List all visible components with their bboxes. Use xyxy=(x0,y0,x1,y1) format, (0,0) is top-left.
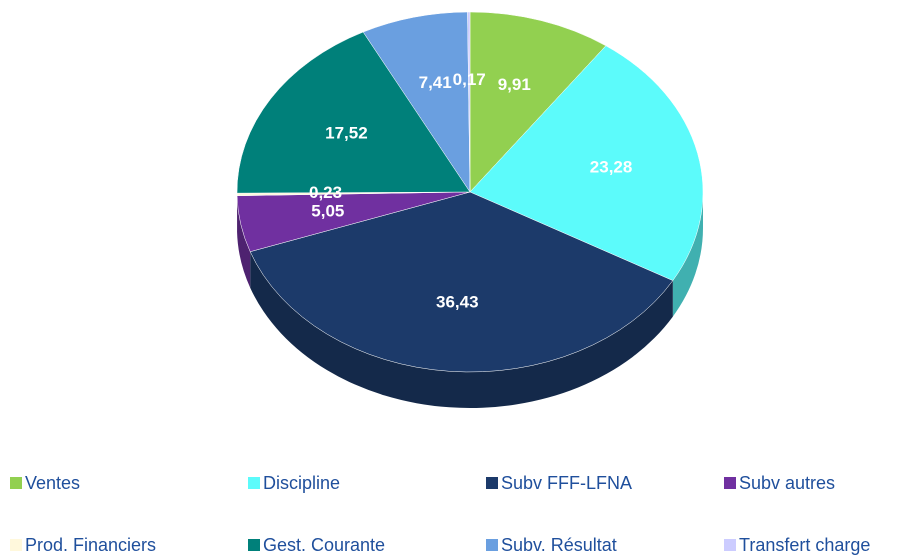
data-label: 0,23 xyxy=(309,183,342,202)
data-label: 36,43 xyxy=(436,293,479,312)
pie-slice xyxy=(362,11,471,193)
data-label: 7,41 xyxy=(419,73,452,92)
data-label: 0,17 xyxy=(453,70,486,89)
legend-swatch xyxy=(486,539,498,551)
pie-side xyxy=(250,251,673,408)
legend-label: Gest. Courante xyxy=(263,535,385,555)
pie-side xyxy=(672,192,703,317)
legend-label: Subv autres xyxy=(739,473,835,493)
legend-swatch xyxy=(724,477,736,489)
data-label: 17,52 xyxy=(325,124,368,143)
pie-slice xyxy=(469,45,704,281)
legend-swatch xyxy=(486,477,498,489)
pie-slice xyxy=(469,11,607,193)
legend-swatch xyxy=(10,477,22,489)
legend-swatch xyxy=(248,477,260,489)
legend-label: Ventes xyxy=(25,473,80,493)
legend-label: Subv. Résultat xyxy=(501,535,617,555)
legend-label: Subv FFF-LFNA xyxy=(501,473,632,493)
legend-swatch xyxy=(248,539,260,551)
pie-side xyxy=(237,195,251,288)
pie-slice xyxy=(236,31,471,194)
pie-slice xyxy=(249,191,674,373)
legend-swatch xyxy=(10,539,22,551)
data-label: 5,05 xyxy=(311,201,344,220)
data-label: 9,91 xyxy=(498,75,531,94)
legend-swatch xyxy=(724,539,736,551)
legend-label: Prod. Financiers xyxy=(25,535,156,555)
legend-label: Discipline xyxy=(263,473,340,493)
pie-slice xyxy=(467,11,471,193)
data-label: 23,28 xyxy=(590,157,633,176)
legend-label: Transfert charge xyxy=(739,535,870,555)
